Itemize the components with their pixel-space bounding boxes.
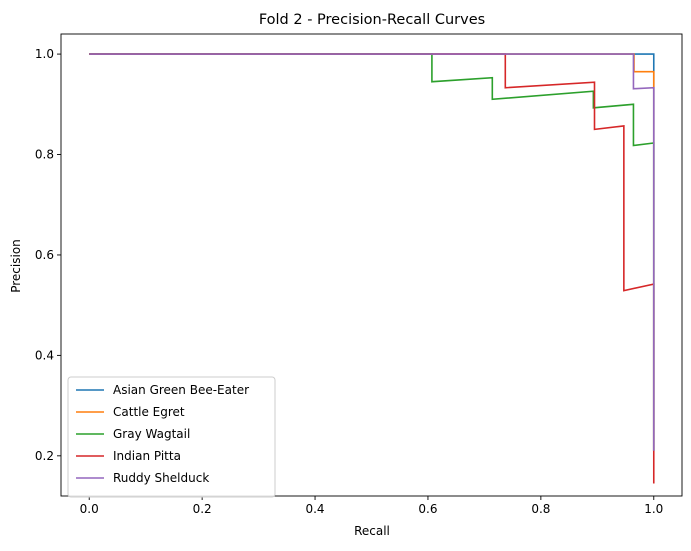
legend-label: Indian Pitta bbox=[113, 449, 181, 463]
x-tick-label: 0.6 bbox=[418, 502, 437, 516]
legend-label: Ruddy Shelduck bbox=[113, 471, 209, 485]
y-tick-label: 1.0 bbox=[35, 47, 54, 61]
plot-area bbox=[89, 53, 655, 484]
y-tick-label: 0.2 bbox=[35, 449, 54, 463]
legend-label: Cattle Egret bbox=[113, 405, 185, 419]
x-tick-label: 0.0 bbox=[80, 502, 99, 516]
x-axis-label: Recall bbox=[354, 524, 390, 538]
plot-frame bbox=[60, 33, 683, 497]
y-tick-label: 0.8 bbox=[35, 148, 54, 162]
x-tick-label: 0.4 bbox=[305, 502, 324, 516]
chart-title: Fold 2 - Precision-Recall Curves bbox=[259, 12, 485, 28]
series-line-4 bbox=[89, 53, 655, 451]
legend: Asian Green Bee-Eater Cattle Egret Gray Wa… bbox=[67, 376, 276, 498]
series-line-3 bbox=[89, 53, 655, 484]
x-tick-label: 0.2 bbox=[193, 502, 212, 516]
y-axis-label: Precision bbox=[9, 239, 23, 293]
x-tick-label: 0.8 bbox=[531, 502, 550, 516]
axes: 0.0 0.2 0.4 0.6 0.8 1.0 0.2 0.4 0.6 0.8 1.0 bbox=[35, 33, 683, 516]
y-tick-label: 0.4 bbox=[35, 348, 54, 362]
y-tick-label: 0.6 bbox=[35, 248, 54, 262]
legend-box bbox=[67, 376, 276, 498]
series-line-2 bbox=[89, 53, 655, 451]
legend-label: Gray Wagtail bbox=[113, 427, 190, 441]
x-tick-label: 1.0 bbox=[644, 502, 663, 516]
legend-label: Asian Green Bee-Eater bbox=[113, 383, 249, 397]
